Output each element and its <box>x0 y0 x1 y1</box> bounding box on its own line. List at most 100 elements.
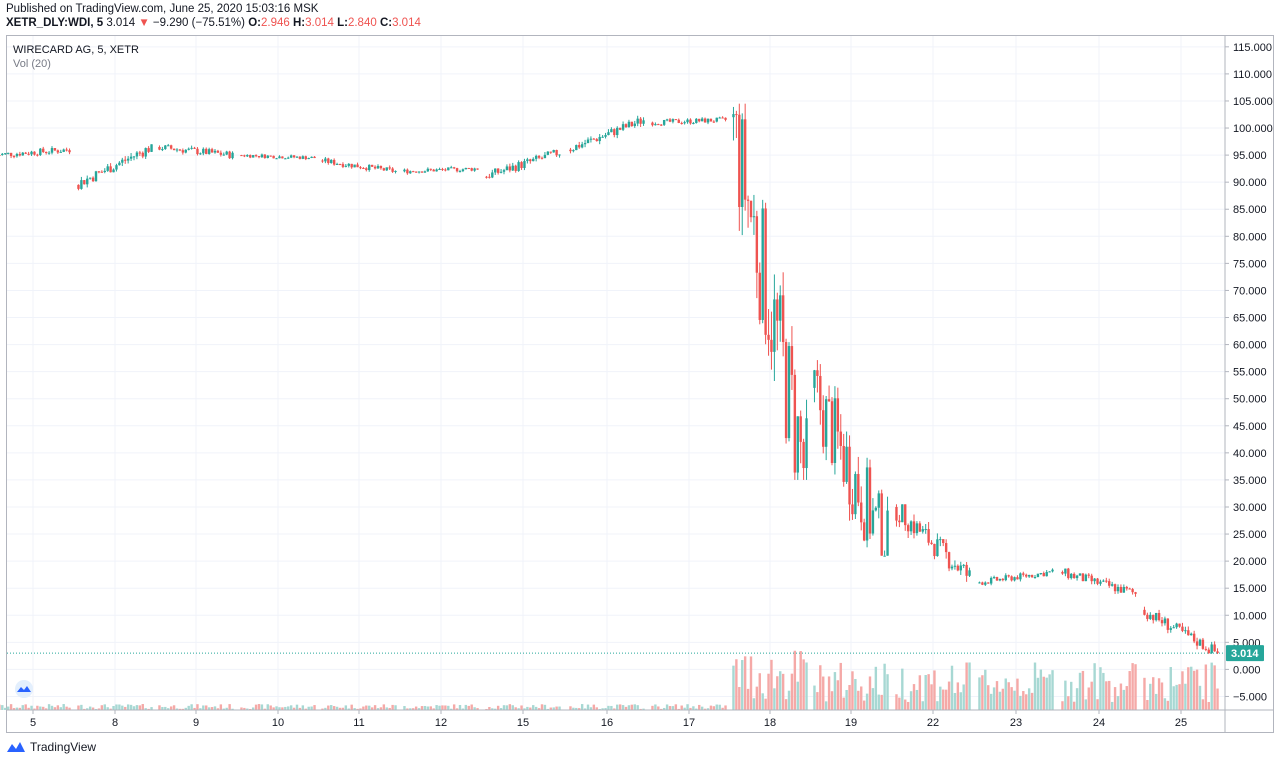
volume-bar <box>709 705 713 710</box>
candle-body <box>1007 575 1010 577</box>
candle-body <box>496 168 500 173</box>
y-tick-label: 50.000 <box>1233 394 1267 406</box>
candle <box>420 171 424 173</box>
candle <box>604 132 607 139</box>
volume-bar <box>260 704 264 710</box>
volume-bar <box>1198 685 1202 710</box>
candle <box>254 154 258 158</box>
candle <box>857 456 860 507</box>
time-axis[interactable]: 5 8 9 10 11 12 15 16 17 18 19 22 23 24 25 <box>7 709 1273 729</box>
volume-bar <box>998 691 1002 710</box>
candle-body <box>1087 574 1090 576</box>
candle-body <box>950 566 954 569</box>
volume-bar <box>636 705 639 710</box>
volume-bar <box>362 706 365 710</box>
candle-body <box>225 151 228 155</box>
volume-bar <box>572 707 575 710</box>
candle-body <box>278 156 281 159</box>
volume-bar <box>598 708 601 710</box>
volume-bar <box>83 708 86 710</box>
candle <box>80 176 83 190</box>
volume-bar <box>978 677 981 710</box>
candle <box>621 121 625 132</box>
candle-body <box>665 119 669 121</box>
candle-body <box>91 177 95 182</box>
candle <box>546 151 550 156</box>
candle-body <box>517 162 520 171</box>
candle-body <box>1042 573 1045 577</box>
y-tick-label: 10.000 <box>1233 610 1267 622</box>
candle <box>196 147 199 156</box>
candle-body <box>1108 581 1111 586</box>
candle-body <box>743 119 747 200</box>
volume-bar <box>370 707 374 710</box>
candle <box>1178 623 1181 628</box>
candle-body <box>848 446 851 505</box>
candle <box>391 167 394 173</box>
volume-bar <box>618 704 622 710</box>
candle-body <box>558 154 561 156</box>
candle-body <box>129 156 133 159</box>
candle <box>927 522 930 546</box>
volume-bar <box>830 691 834 710</box>
volume-bar <box>995 681 999 710</box>
volume-bar <box>44 708 48 710</box>
volume-bar <box>441 705 444 710</box>
y-tick-label: 40.000 <box>1233 448 1267 460</box>
candle <box>1190 632 1193 636</box>
candle-body <box>141 152 144 157</box>
candle <box>613 128 616 138</box>
candle <box>263 154 267 159</box>
candle <box>686 118 689 124</box>
candle <box>1166 618 1170 634</box>
candle-body <box>1013 577 1016 581</box>
volume-bar <box>295 704 299 710</box>
candle <box>578 141 581 149</box>
volume-bar <box>338 707 342 710</box>
candle-body <box>394 170 397 172</box>
candle-body <box>909 521 913 532</box>
volume-bar <box>1090 681 1093 710</box>
candle-body <box>169 145 173 149</box>
candle-body <box>526 159 529 162</box>
candle-body <box>865 467 869 541</box>
volume-bar <box>18 707 22 710</box>
candle-body <box>712 121 716 123</box>
candle <box>385 167 388 171</box>
volume-bar <box>627 705 631 710</box>
candle-body <box>1192 633 1196 642</box>
candle-body <box>532 158 535 162</box>
candle <box>1108 578 1111 588</box>
candle <box>569 147 572 154</box>
candle-body <box>944 543 948 553</box>
volume-bar <box>1048 674 1051 710</box>
tradingview-brand[interactable]: TradingView <box>6 740 96 754</box>
candle <box>59 149 62 153</box>
candle-body <box>773 299 776 352</box>
candle <box>30 150 33 157</box>
volume-bar <box>1195 669 1199 710</box>
volume-bar <box>324 707 327 710</box>
candle <box>1184 626 1187 634</box>
candle <box>135 151 139 160</box>
volume-bar <box>735 659 738 710</box>
volume-bar <box>161 707 164 710</box>
candle-body <box>112 169 115 173</box>
candle <box>965 561 968 582</box>
candle <box>464 167 468 170</box>
candle <box>458 169 462 173</box>
price-axis[interactable]: 115.000 110.000 105.000 100.000 95.000 90.000… <box>1224 36 1273 732</box>
candle <box>511 162 514 172</box>
volume-bar <box>1166 700 1170 710</box>
tradingview-cloud-icon[interactable] <box>13 680 35 698</box>
volume-bar <box>984 669 987 710</box>
candle-body <box>228 151 231 159</box>
candle <box>601 135 604 138</box>
volume-bar <box>924 675 927 710</box>
candle-body <box>767 334 770 340</box>
volume-bar <box>106 707 109 710</box>
candle <box>508 163 512 173</box>
volume-bar <box>683 707 686 710</box>
volume-bar <box>865 693 869 710</box>
